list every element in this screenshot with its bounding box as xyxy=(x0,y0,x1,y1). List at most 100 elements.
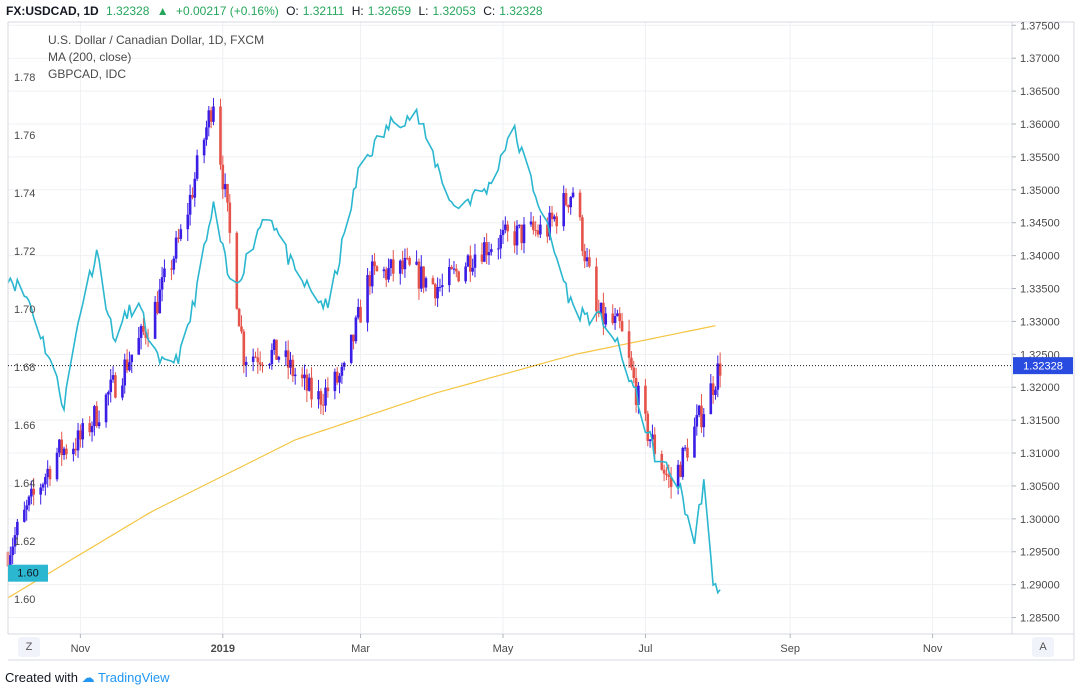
candle-body xyxy=(501,229,505,235)
change-up-icon: ▲ xyxy=(156,4,169,18)
candle-body xyxy=(251,356,255,362)
candle-body xyxy=(335,371,339,383)
tradingview-brand[interactable]: TradingView xyxy=(98,670,170,685)
candle-body xyxy=(588,257,591,267)
candle-body xyxy=(401,260,404,270)
open-label: O: xyxy=(286,4,299,18)
candle-body xyxy=(473,254,477,268)
left-tick-label: 1.68 xyxy=(14,362,35,374)
candle-body xyxy=(613,316,617,324)
time-tick-label: 2019 xyxy=(211,643,235,655)
legend-main: U.S. Dollar / Canadian Dollar, 1D, FXCM xyxy=(48,33,264,47)
candle-body xyxy=(137,337,141,355)
candle-body xyxy=(114,375,117,398)
candle-body xyxy=(261,364,264,366)
candle-body xyxy=(254,356,257,358)
candle-body xyxy=(686,447,689,458)
candle-body xyxy=(454,268,458,272)
candle-body xyxy=(352,334,355,342)
candle-body xyxy=(30,488,33,497)
zoom-corner-button[interactable]: Z xyxy=(18,637,40,657)
candle-body xyxy=(221,164,225,190)
candle-body xyxy=(546,224,549,237)
candle-body xyxy=(270,349,274,365)
candle-body xyxy=(567,205,570,208)
candle-body xyxy=(60,439,64,456)
candle-body xyxy=(104,394,108,423)
candle-body xyxy=(293,374,297,377)
candle-body xyxy=(333,371,337,392)
candle-body xyxy=(191,194,194,198)
candle-body xyxy=(277,356,281,360)
candle-body xyxy=(207,110,211,128)
candle-body xyxy=(111,375,115,380)
left-tick-label: 1.74 xyxy=(14,188,35,200)
candle-body xyxy=(419,266,423,289)
right-price-axis[interactable]: 1.37500 1.37000 1.36500 1.36000 1.35500 1.350… xyxy=(1012,20,1060,625)
candle-body xyxy=(153,301,157,339)
candle-body xyxy=(602,302,605,325)
candle-body xyxy=(405,257,409,259)
candle-body xyxy=(532,221,535,231)
candle-body xyxy=(219,106,222,165)
right-tick-label: 1.35500 xyxy=(1020,152,1060,164)
candle-body xyxy=(32,488,35,495)
candle-body xyxy=(506,224,509,232)
legend-ma[interactable]: MA (200, close) xyxy=(48,50,131,64)
candle-body xyxy=(466,255,470,267)
candle-body xyxy=(88,423,92,433)
candle-body xyxy=(156,301,159,314)
candle-body xyxy=(289,359,292,368)
candle-body xyxy=(228,202,232,233)
candle-body xyxy=(700,405,703,428)
candle-body xyxy=(585,257,589,262)
candle-body xyxy=(632,367,636,378)
compare-price-badge-text: 1.60 xyxy=(17,568,38,580)
candle-body xyxy=(644,385,647,414)
candle-body xyxy=(578,192,582,218)
candle-body xyxy=(648,439,652,442)
candle-body xyxy=(389,259,393,269)
candle-body xyxy=(464,266,467,282)
auto-scale-button[interactable]: A xyxy=(1032,637,1054,657)
candle-body xyxy=(368,275,372,287)
chart-header: FX:USDCAD, 1D 1.32328 ▲ +0.00217 (+0.16%… xyxy=(0,0,1079,22)
candle-body xyxy=(539,224,542,235)
candle-body xyxy=(340,366,344,376)
candle-body xyxy=(354,317,358,342)
candle-body xyxy=(170,268,173,270)
candle-body xyxy=(62,448,66,456)
candle-body xyxy=(718,363,722,376)
candle-body xyxy=(499,234,502,249)
candle-body xyxy=(240,326,243,332)
right-tick-label: 1.35000 xyxy=(1020,185,1060,197)
candle-body xyxy=(697,405,701,416)
candle-body xyxy=(109,379,113,392)
right-tick-label: 1.30500 xyxy=(1020,481,1060,493)
left-tick-label: 1.70 xyxy=(14,304,35,316)
candle-body xyxy=(709,383,713,415)
candle-body xyxy=(128,362,131,371)
candle-body xyxy=(212,106,215,122)
left-price-axis[interactable]: 1.78 1.76 1.74 1.72 1.70 1.68 1.66 1.64 1.62 1.60 xyxy=(14,72,35,606)
time-axis[interactable]: Nov 2019 Mar May Jul Sep Nov xyxy=(71,634,943,655)
candle-body xyxy=(81,423,85,440)
left-tick-label: 1.66 xyxy=(14,420,35,432)
candle-body xyxy=(550,212,554,220)
candle-body xyxy=(179,229,183,239)
close-value: 1.32328 xyxy=(499,4,543,18)
candle-body xyxy=(714,389,717,395)
candle-body xyxy=(555,216,558,227)
candle-body xyxy=(65,448,68,455)
candle-body xyxy=(74,448,78,451)
candle-body xyxy=(300,374,304,379)
candle-body xyxy=(637,385,640,405)
candle-body xyxy=(370,261,374,287)
candle-body xyxy=(548,212,551,237)
legend-compare[interactable]: GBPCAD, IDC xyxy=(48,67,126,81)
candle-body xyxy=(646,413,650,442)
candle-body xyxy=(620,321,624,332)
candle-body xyxy=(272,339,276,350)
candle-body xyxy=(142,326,145,332)
